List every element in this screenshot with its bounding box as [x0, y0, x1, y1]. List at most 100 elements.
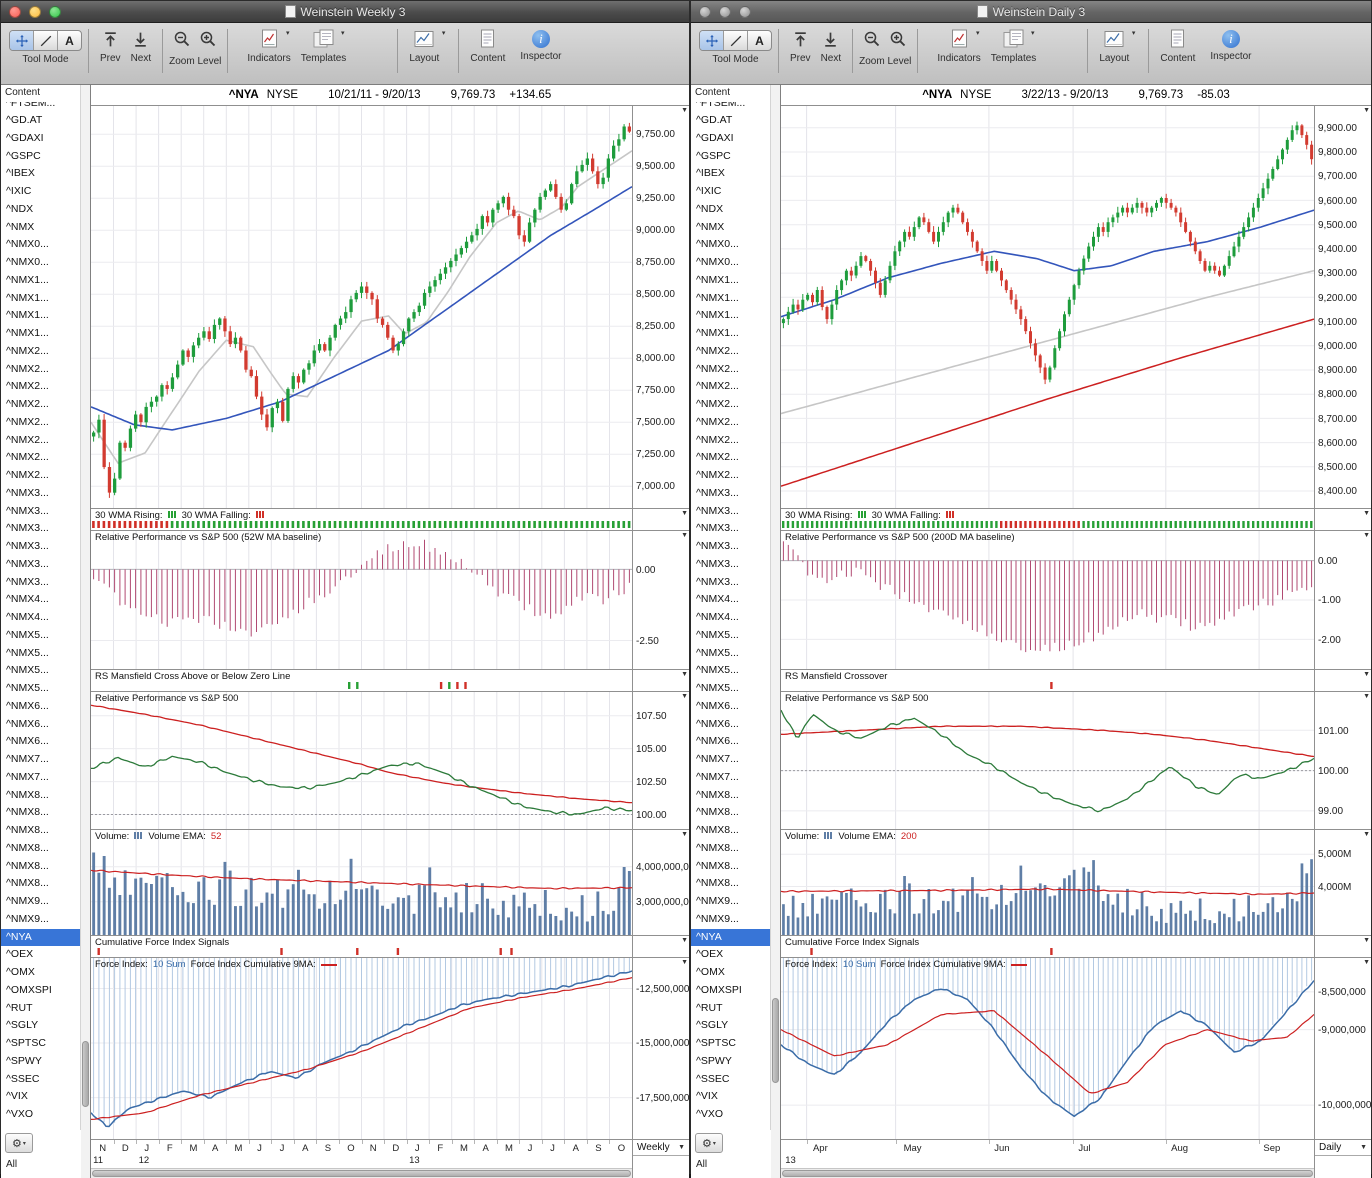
- zoom-out-button[interactable]: [863, 30, 881, 53]
- sidebar-item-spwy[interactable]: ^SPWY: [1, 1053, 90, 1071]
- tool-line-button[interactable]: [724, 31, 748, 50]
- sidebar-item-rut[interactable]: ^RUT: [1, 1000, 90, 1018]
- pane-plot[interactable]: Cumulative Force Index Signals: [91, 936, 632, 957]
- sidebar-item-vix[interactable]: ^VIX: [1, 1088, 90, 1106]
- next-button[interactable]: Next: [131, 28, 152, 64]
- next-button[interactable]: Next: [821, 28, 842, 64]
- sidebar-item-nmx2[interactable]: ^NMX2...: [691, 361, 780, 379]
- sidebar-item-omx[interactable]: ^OMX: [691, 964, 780, 982]
- sidebar-item-nmx7[interactable]: ^NMX7...: [1, 769, 90, 787]
- sidebar-item-nmx3[interactable]: ^NMX3...: [691, 520, 780, 538]
- sidebar-item-nmx8[interactable]: ^NMX8...: [691, 804, 780, 822]
- sidebar-item-nmx2[interactable]: ^NMX2...: [1, 361, 90, 379]
- sidebar-item-nmx1[interactable]: ^NMX1...: [691, 307, 780, 325]
- sidebar-item-ssec[interactable]: ^SSEC: [691, 1071, 780, 1089]
- sidebar-item-vxo[interactable]: ^VXO: [1, 1106, 90, 1124]
- sidebar-item-omxspi[interactable]: ^OMXSPI: [1, 982, 90, 1000]
- pane-collapse-button[interactable]: ▼: [1363, 831, 1370, 838]
- sidebar-item-nmx5[interactable]: ^NMX5...: [1, 645, 90, 663]
- sidebar-item-oex[interactable]: ^OEX: [691, 946, 780, 964]
- sidebar-item-omx[interactable]: ^OMX: [1, 964, 90, 982]
- sidebar-item-nmx6[interactable]: ^NMX6...: [1, 698, 90, 716]
- sidebar-item-gdaxi[interactable]: ^GDAXI: [1, 130, 90, 148]
- pane-collapse-button[interactable]: ▼: [1363, 510, 1370, 517]
- scrollbar-thumb[interactable]: [772, 998, 779, 1083]
- pane-plot[interactable]: Volume:Volume EMA:52: [91, 830, 632, 935]
- sidebar-item-clipped[interactable]: ^FTSEM...: [691, 102, 780, 112]
- sidebar-item-nmx7[interactable]: ^NMX7...: [691, 769, 780, 787]
- sidebar-item-nmx3[interactable]: ^NMX3...: [1, 538, 90, 556]
- periodicity-select[interactable]: Daily▼: [1315, 1140, 1371, 1156]
- pane-collapse-button[interactable]: ▼: [1363, 532, 1370, 539]
- pane-collapse-button[interactable]: ▼: [1363, 107, 1370, 114]
- sidebar-item-nmx6[interactable]: ^NMX6...: [691, 716, 780, 734]
- pane-collapse-button[interactable]: ▼: [681, 532, 688, 539]
- pane-collapse-button[interactable]: ▼: [1363, 937, 1370, 944]
- sidebar-item-nmx2[interactable]: ^NMX2...: [691, 449, 780, 467]
- sidebar-item-ndx[interactable]: ^NDX: [1, 201, 90, 219]
- pane-plot[interactable]: Relative Performance vs S&P 500: [91, 692, 632, 829]
- sidebar-item-nmx7[interactable]: ^NMX7...: [1, 751, 90, 769]
- action-menu-button[interactable]: ⚙▾: [695, 1133, 723, 1153]
- sidebar-item-nmx1[interactable]: ^NMX1...: [1, 307, 90, 325]
- periodicity-select[interactable]: Weekly▼: [633, 1140, 689, 1156]
- sidebar-item-nmx2[interactable]: ^NMX2...: [1, 343, 90, 361]
- pane-collapse-button[interactable]: ▼: [681, 831, 688, 838]
- sidebar-item-nmx3[interactable]: ^NMX3...: [1, 574, 90, 592]
- sidebar-item-gdat[interactable]: ^GD.AT: [691, 112, 780, 130]
- sidebar-item-sptsc[interactable]: ^SPTSC: [691, 1035, 780, 1053]
- sidebar-item-nmx3[interactable]: ^NMX3...: [1, 520, 90, 538]
- pane-plot[interactable]: Volume:Volume EMA:200: [781, 830, 1314, 935]
- pane-plot[interactable]: Force Index:10 SumForce Index Cumulative…: [91, 958, 632, 1139]
- sidebar-item-nmx9[interactable]: ^NMX9...: [691, 911, 780, 929]
- pane-plot[interactable]: Relative Performance vs S&P 500: [781, 692, 1314, 829]
- sidebar-item-nmx2[interactable]: ^NMX2...: [1, 378, 90, 396]
- pane-plot[interactable]: 30 WMA Rising:30 WMA Falling:: [91, 509, 632, 530]
- pane-plot[interactable]: RS Mansfield Crossover: [781, 670, 1314, 691]
- scrollbar-thumb[interactable]: [82, 1041, 89, 1107]
- sidebar-item-nmx4[interactable]: ^NMX4...: [1, 609, 90, 627]
- horizontal-scrollbar[interactable]: [91, 1168, 632, 1178]
- sidebar-item-nmx3[interactable]: ^NMX3...: [691, 556, 780, 574]
- sidebar-item-vix[interactable]: ^VIX: [691, 1088, 780, 1106]
- sidebar-item-nmx8[interactable]: ^NMX8...: [1, 822, 90, 840]
- sidebar-item-nmx7[interactable]: ^NMX7...: [691, 751, 780, 769]
- sidebar-item-nmx9[interactable]: ^NMX9...: [691, 893, 780, 911]
- tool-move-button[interactable]: [700, 31, 724, 50]
- sidebar-item-nmx9[interactable]: ^NMX9...: [1, 911, 90, 929]
- indicators-button[interactable]: ▾ Indicators: [937, 28, 980, 64]
- pane-plot[interactable]: RS Mansfield Cross Above or Below Zero L…: [91, 670, 632, 691]
- sidebar-scrollbar[interactable]: [80, 85, 90, 1178]
- sidebar-item-nmx0[interactable]: ^NMX0...: [691, 236, 780, 254]
- sidebar-item-ibex[interactable]: ^IBEX: [1, 165, 90, 183]
- sidebar-item-nmx8[interactable]: ^NMX8...: [691, 822, 780, 840]
- tool-text-button[interactable]: A: [58, 31, 81, 50]
- pane-plot[interactable]: Relative Performance vs S&P 500 (200D MA…: [781, 531, 1314, 669]
- pane-plot[interactable]: Relative Performance vs S&P 500 (52W MA …: [91, 531, 632, 669]
- sidebar-item-omxspi[interactable]: ^OMXSPI: [691, 982, 780, 1000]
- sidebar-item-nmx2[interactable]: ^NMX2...: [691, 432, 780, 450]
- sidebar-item-nmx5[interactable]: ^NMX5...: [691, 662, 780, 680]
- pane-collapse-button[interactable]: ▼: [681, 937, 688, 944]
- sidebar-item-spwy[interactable]: ^SPWY: [691, 1053, 780, 1071]
- sidebar-item-ndx[interactable]: ^NDX: [691, 201, 780, 219]
- sidebar-item-nmx[interactable]: ^NMX: [1, 219, 90, 237]
- templates-button[interactable]: ▾ Templates: [991, 28, 1037, 64]
- sidebar-item-nmx8[interactable]: ^NMX8...: [1, 875, 90, 893]
- titlebar[interactable]: Weinstein Daily 3: [691, 1, 1371, 23]
- sidebar-item-nmx1[interactable]: ^NMX1...: [691, 325, 780, 343]
- zoom-in-button[interactable]: [889, 30, 907, 53]
- layout-button[interactable]: ▾ Layout: [409, 28, 439, 64]
- sidebar-item-nmx3[interactable]: ^NMX3...: [691, 503, 780, 521]
- sidebar-item-nmx3[interactable]: ^NMX3...: [691, 538, 780, 556]
- sidebar-item-ssec[interactable]: ^SSEC: [1, 1071, 90, 1089]
- content-button[interactable]: Content: [470, 28, 505, 64]
- pane-collapse-button[interactable]: ▼: [681, 959, 688, 966]
- zoom-out-button[interactable]: [173, 30, 191, 53]
- sidebar-item-nmx2[interactable]: ^NMX2...: [691, 414, 780, 432]
- sidebar-item-nmx5[interactable]: ^NMX5...: [691, 645, 780, 663]
- sidebar-item-ibex[interactable]: ^IBEX: [691, 165, 780, 183]
- indicators-button[interactable]: ▾ Indicators: [247, 28, 290, 64]
- sidebar-item-nmx3[interactable]: ^NMX3...: [1, 556, 90, 574]
- sidebar-item-nmx1[interactable]: ^NMX1...: [1, 290, 90, 308]
